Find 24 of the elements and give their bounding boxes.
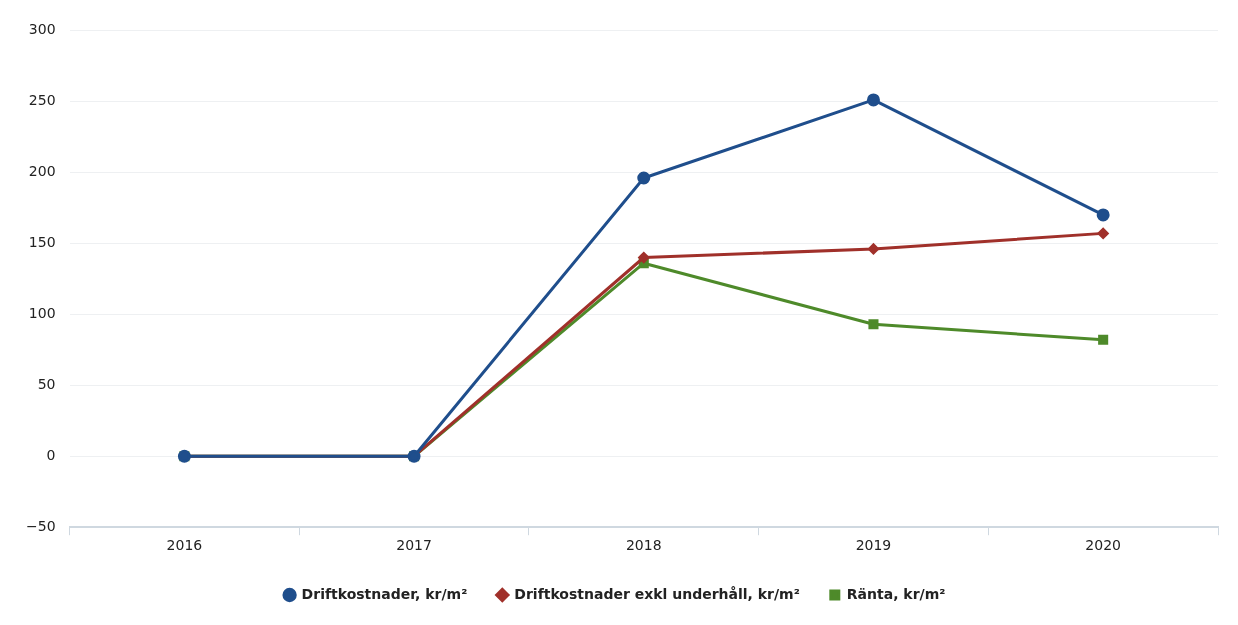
x-tick-label: 2019	[855, 537, 892, 554]
point	[866, 93, 880, 107]
point	[638, 252, 650, 264]
point	[1097, 227, 1109, 239]
legend-label: Driftkostnader, kr/m²	[301, 585, 468, 602]
point	[637, 171, 651, 185]
y-tick-label: −50	[26, 517, 56, 534]
y-tick-label: 50	[37, 375, 56, 392]
legend-label: Driftkostnader exkl underhåll, kr/m²	[514, 585, 800, 602]
point	[867, 243, 879, 255]
point	[1096, 208, 1110, 222]
y-tick-label: 300	[28, 21, 56, 38]
x-tick-label: 2020	[1085, 537, 1121, 554]
legend-label: Ränta, kr/m²	[846, 585, 946, 602]
x-tick-label: 2018	[625, 537, 662, 554]
y-tick-label: 200	[28, 162, 56, 179]
x-tick-label: 2016	[166, 537, 203, 554]
x-tick-label: 2017	[396, 537, 432, 554]
y-tick-label: 150	[28, 233, 56, 250]
y-tick-label: 0	[46, 446, 56, 463]
point	[868, 319, 879, 330]
point	[1098, 334, 1109, 345]
y-tick-label: 250	[28, 92, 56, 109]
y-tick-label: 100	[28, 304, 56, 321]
